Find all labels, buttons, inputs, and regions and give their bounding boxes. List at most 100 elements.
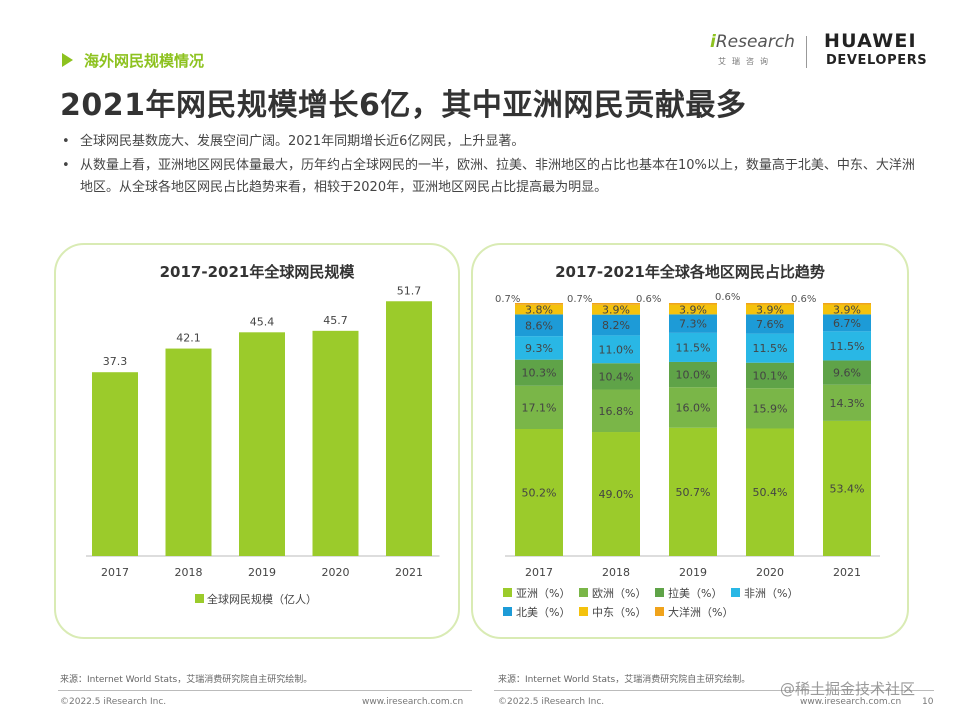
oceania-callout-label: 0.7% — [495, 294, 520, 305]
segment-value-label: 16.0% — [676, 401, 711, 414]
legend-swatch — [579, 588, 588, 597]
stacked-segment — [515, 314, 563, 337]
section-label: 海外网民规模情况 — [84, 52, 205, 70]
stacked-segment — [592, 363, 640, 390]
global-netizen-bar-chart: 37.3 2017 42.1 2018 45.4 2019 45.7 2020 51.7 2021… — [86, 284, 440, 606]
oceania-callout-label: 0.6% — [636, 294, 661, 305]
bar — [239, 332, 285, 556]
segment-value-label: 7.3% — [679, 318, 707, 331]
stacked-segment — [515, 336, 563, 360]
segment-value-label: 7.6% — [756, 318, 784, 331]
stacked-segment — [669, 427, 717, 556]
iresearch-logo: iResearch — [710, 32, 795, 52]
bar — [386, 301, 432, 556]
legend-swatch — [655, 588, 664, 597]
legend-label: 欧洲（%） — [592, 587, 646, 600]
stacked-segment — [823, 303, 871, 305]
segment-value-label: 9.3% — [525, 342, 553, 355]
bar-value-label: 45.7 — [323, 314, 348, 327]
legend-label: 中东（%） — [592, 606, 646, 619]
bullet-dot: • — [62, 158, 70, 173]
stacked-segment — [669, 332, 717, 362]
bar — [92, 372, 138, 556]
bullet-text: 全球网民基数庞大、发展空间广阔。2021年同期增长近6亿网民，上升显著。 — [80, 134, 525, 149]
logo-divider — [806, 36, 807, 68]
stacked-segment — [746, 314, 794, 334]
segment-value-label: 14.3% — [830, 397, 865, 410]
segment-value-label: 50.4% — [753, 486, 788, 499]
x-tick-label: 2020 — [756, 566, 784, 579]
segment-value-label: 53.4% — [830, 482, 865, 495]
stacked-segment — [515, 304, 563, 315]
legend-label: 北美（%） — [516, 606, 570, 619]
stacked-segment — [823, 420, 871, 556]
stacked-segment — [592, 304, 640, 315]
stacked-segment — [592, 335, 640, 364]
website-link-right[interactable]: www.iresearch.com.cn — [800, 697, 902, 707]
stacked-segment — [823, 304, 871, 315]
stacked-segment — [746, 304, 794, 315]
segment-value-label: 11.5% — [753, 342, 788, 355]
stacked-segment — [669, 303, 717, 305]
copyright-left: ©2022.5 iResearch Inc. — [60, 697, 167, 707]
copyright-right: ©2022.5 iResearch Inc. — [498, 697, 605, 707]
x-tick-label: 2017 — [101, 566, 129, 579]
segment-value-label: 3.9% — [756, 303, 784, 316]
stacked-segment — [823, 360, 871, 385]
legend-swatch — [503, 588, 512, 597]
segment-value-label: 3.9% — [833, 303, 861, 316]
iresearch-logo-rest: Research — [715, 32, 795, 52]
stacked-segment — [823, 331, 871, 361]
segment-value-label: 49.0% — [599, 488, 634, 501]
segment-value-label: 16.8% — [599, 405, 634, 418]
segment-value-label: 6.7% — [833, 317, 861, 330]
segment-value-label: 3.9% — [679, 303, 707, 316]
x-tick-label: 2021 — [833, 566, 861, 579]
page-title: 2021年网民规模增长6亿，其中亚洲网民贡献最多 — [60, 88, 747, 123]
bullet-text: 从数量上看，亚洲地区网民体量最大，历年约占全球网民的一半，欧洲、拉美、非洲地区的… — [80, 158, 915, 195]
segment-value-label: 9.6% — [833, 367, 861, 380]
chart-title: 2017-2021年全球各地区网民占比趋势 — [555, 263, 825, 281]
website-link-left[interactable]: www.iresearch.com.cn — [362, 697, 464, 707]
chart-title: 2017-2021年全球网民规模 — [159, 263, 355, 281]
segment-value-label: 11.0% — [599, 343, 634, 356]
legend-label: 全球网民规模（亿人） — [207, 592, 317, 606]
segment-value-label: 10.1% — [753, 369, 788, 382]
bar-value-label: 37.3 — [103, 355, 128, 368]
section-arrow-icon — [62, 53, 73, 67]
stacked-segment — [669, 387, 717, 428]
legend-label: 非洲（%） — [744, 587, 798, 600]
huawei-logo-text: HUAWEI — [824, 30, 917, 52]
stacked-segment — [746, 428, 794, 556]
segment-value-label: 17.1% — [522, 401, 557, 414]
oceania-callout-label: 0.6% — [791, 294, 816, 305]
watermark: @稀土掘金技术社区 — [780, 680, 916, 698]
legend-label: 拉美（%） — [668, 586, 722, 600]
source-note-right: 来源：Internet World Stats，艾瑞消费研究院自主研究绘制。 — [498, 675, 751, 685]
segment-value-label: 11.5% — [830, 340, 865, 353]
bar-value-label: 51.7 — [397, 284, 422, 297]
bar-value-label: 42.1 — [176, 332, 201, 345]
stacked-segment — [746, 362, 794, 389]
x-tick-label: 2021 — [395, 566, 423, 579]
segment-value-label: 8.6% — [525, 319, 553, 332]
legend-swatch — [579, 607, 588, 616]
stacked-segment — [746, 388, 794, 429]
legend-swatch — [731, 588, 740, 597]
legend-label: 亚洲（%） — [516, 587, 570, 600]
segment-value-label: 50.7% — [676, 486, 711, 499]
segment-value-label: 8.2% — [602, 319, 630, 332]
iresearch-logo-subtitle: 艾瑞咨询 — [718, 57, 774, 66]
x-tick-label: 2019 — [679, 566, 707, 579]
segment-value-label: 10.4% — [599, 370, 634, 383]
global-netizen-scale-panel: 2017-2021年全球网民规模 37.3 2017 42.1 2018 45.4 201… — [54, 243, 460, 639]
x-tick-label: 2019 — [248, 566, 276, 579]
stacked-segment — [515, 359, 563, 386]
segment-value-label: 3.8% — [525, 304, 553, 317]
bar — [165, 348, 212, 556]
stacked-segment — [669, 361, 717, 388]
x-tick-label: 2020 — [322, 566, 350, 579]
x-tick-label: 2018 — [602, 566, 630, 579]
legend-label: 大洋洲（%） — [668, 605, 733, 619]
stacked-segment — [592, 303, 640, 305]
